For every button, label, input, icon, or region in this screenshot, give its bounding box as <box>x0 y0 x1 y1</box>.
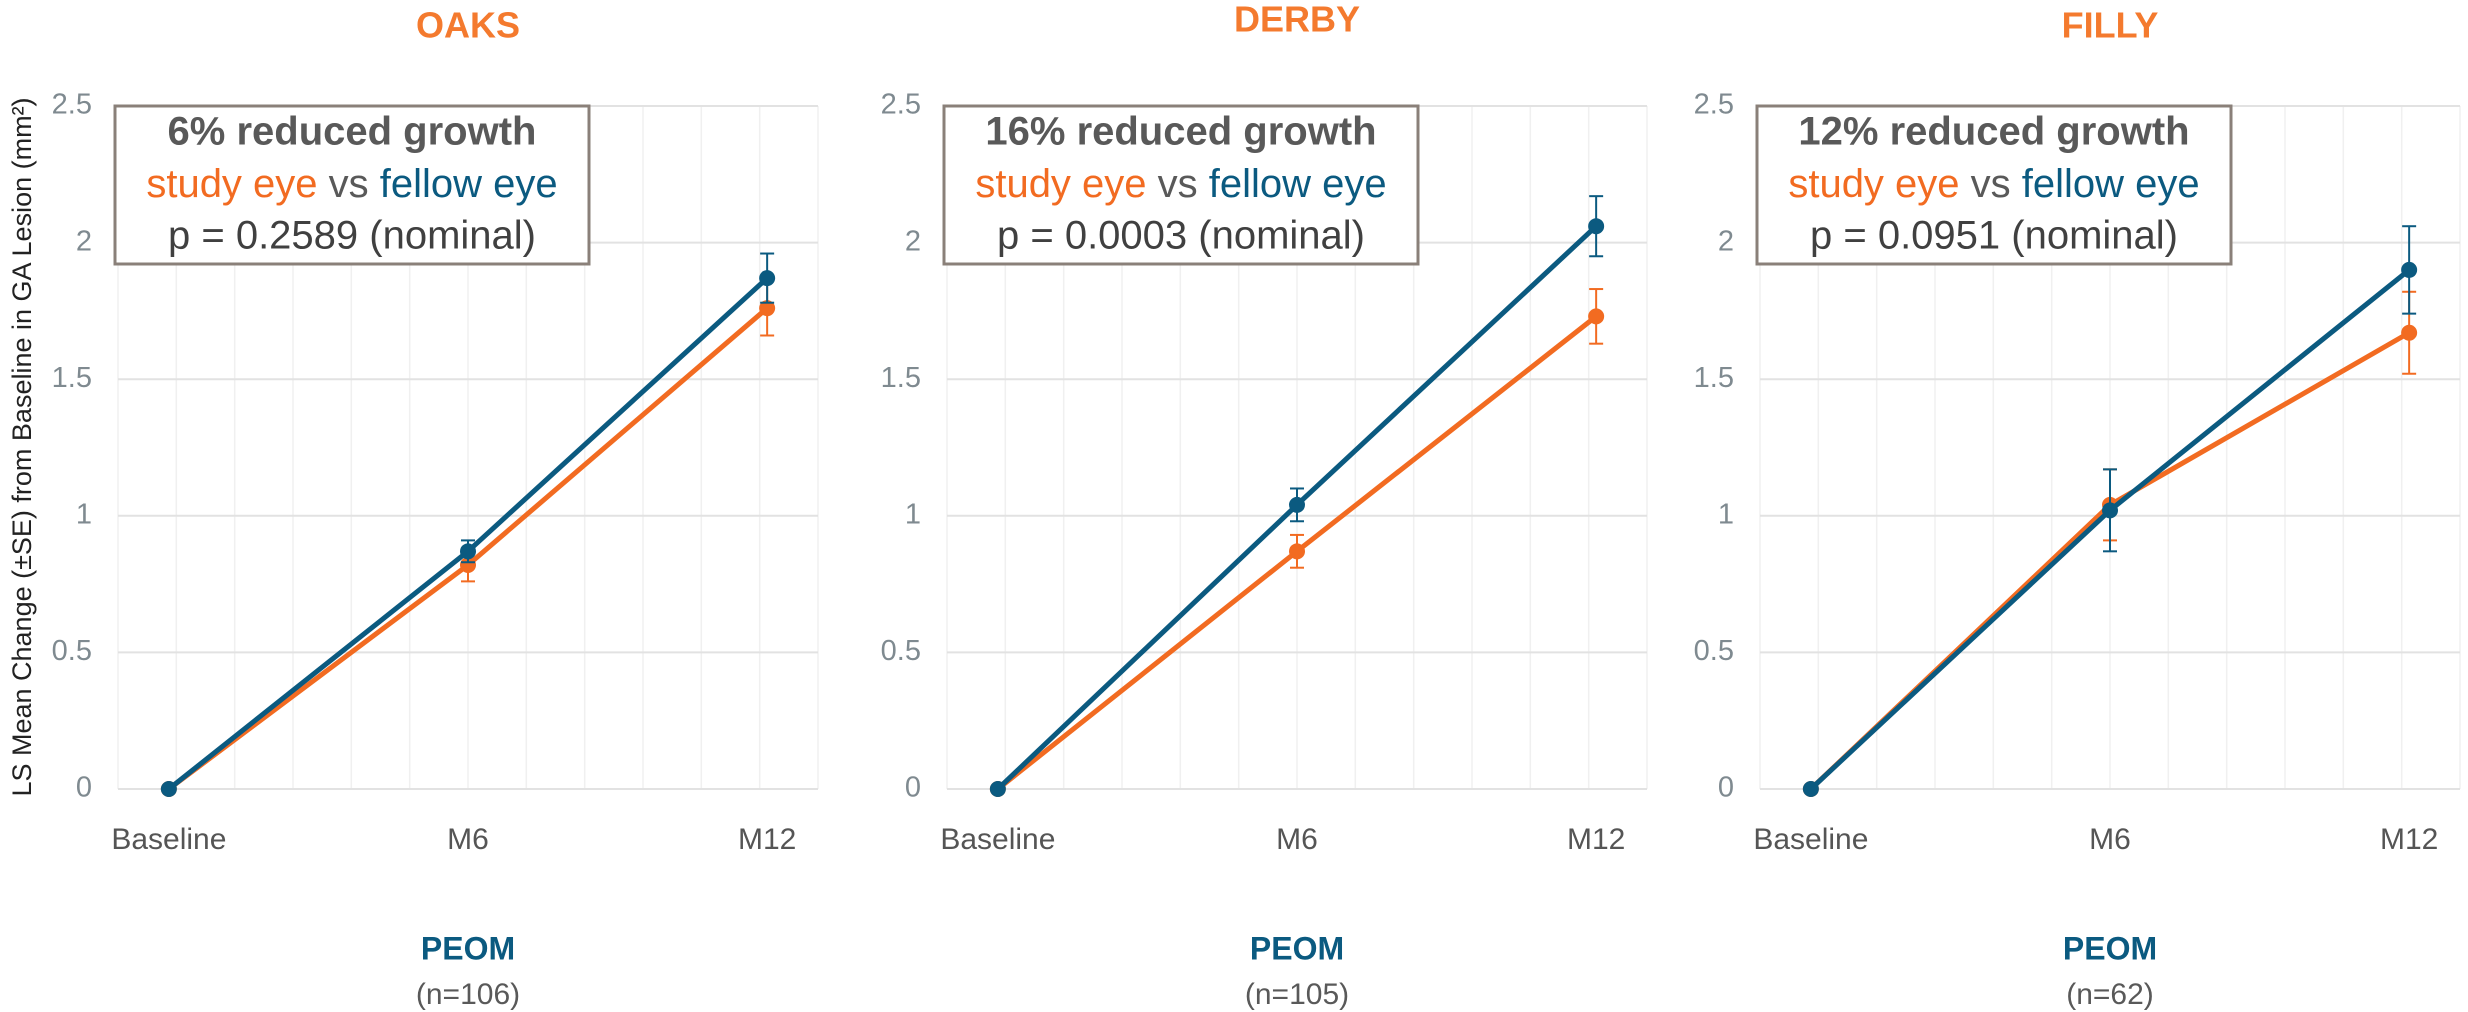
x-tick-label: M12 <box>2380 823 2438 856</box>
data-point <box>160 781 177 797</box>
data-point <box>2401 324 2418 341</box>
chart-title: FILLY <box>2062 5 2159 46</box>
annotation-pvalue: p = 0.2589 (nominal) <box>168 214 536 258</box>
annotation-term: fellow eye <box>380 162 558 206</box>
x-tick-label: M12 <box>1567 823 1625 856</box>
y-tick-label: 2 <box>76 225 92 257</box>
y-tick-label: 2 <box>1718 225 1734 257</box>
data-point <box>2401 261 2418 278</box>
annotation-comparison: study eye vs fellow eye <box>975 162 1386 206</box>
x-tick-label: M6 <box>2089 823 2131 856</box>
data-point <box>1802 781 1819 797</box>
data-point <box>2102 502 2118 519</box>
annotation-term: fellow eye <box>1209 162 1387 206</box>
annotation-box <box>1755 104 2233 266</box>
y-tick-label: 1.5 <box>52 362 92 394</box>
data-point <box>989 781 1006 797</box>
annotation-term: vs <box>1158 162 1198 206</box>
x-axis-label: PEOM <box>2063 930 2157 966</box>
data-point <box>460 556 476 573</box>
data-point <box>1588 218 1605 235</box>
x-tick-label: M6 <box>447 823 489 856</box>
y-tick-label: 0 <box>905 772 921 804</box>
x-tick-label: M6 <box>1276 823 1318 856</box>
data-point <box>1289 496 1305 513</box>
x-tick-label: Baseline <box>111 823 226 856</box>
annotation-term: vs <box>329 162 369 206</box>
y-tick-label: 0.5 <box>881 635 921 667</box>
annotation-pvalue: p = 0.0951 (nominal) <box>1810 214 2178 258</box>
annotation-term: study eye <box>975 162 1146 206</box>
annotation-box <box>942 104 1420 266</box>
x-axis-subtitle: (n=62) <box>2066 978 2154 1011</box>
y-tick-label: 2.5 <box>52 89 92 121</box>
data-point <box>460 543 476 560</box>
y-tick-label: 2.5 <box>881 89 921 121</box>
y-axis-label: LS Mean Change (±SE) from Baseline in GA… <box>7 97 37 796</box>
x-axis-label: PEOM <box>1250 930 1344 966</box>
annotation-headline: 6% reduced growth <box>168 110 537 154</box>
y-tick-label: 1.5 <box>881 362 921 394</box>
data-point <box>1588 308 1605 325</box>
y-tick-label: 2.5 <box>1694 89 1734 121</box>
data-point <box>759 300 776 317</box>
y-tick-label: 1.5 <box>1694 362 1734 394</box>
y-tick-label: 1 <box>76 498 92 530</box>
y-tick-label: 0.5 <box>52 635 92 667</box>
annotation-term: study eye <box>1788 162 1959 206</box>
annotation-headline: 16% reduced growth <box>985 110 1376 154</box>
annotation-comparison: study eye vs fellow eye <box>1788 162 2199 206</box>
x-tick-label: M12 <box>738 823 796 856</box>
chart-title: OAKS <box>416 5 520 46</box>
annotation-pvalue: p = 0.0003 (nominal) <box>997 214 1365 258</box>
y-tick-label: 0 <box>76 772 92 804</box>
data-point <box>1289 543 1305 560</box>
x-tick-label: Baseline <box>940 823 1055 856</box>
x-axis-label: PEOM <box>421 930 515 966</box>
chart-title: DERBY <box>1234 0 1360 40</box>
data-point <box>759 270 776 287</box>
y-tick-label: 2 <box>905 225 921 257</box>
annotation-term: vs <box>1971 162 2011 206</box>
annotation-headline: 12% reduced growth <box>1798 110 2189 154</box>
y-tick-label: 1 <box>1718 498 1734 530</box>
x-axis-subtitle: (n=105) <box>1245 978 1349 1011</box>
x-tick-label: Baseline <box>1753 823 1868 856</box>
annotation-term: study eye <box>146 162 317 206</box>
y-tick-label: 0.5 <box>1694 635 1734 667</box>
annotation-term: fellow eye <box>2022 162 2200 206</box>
y-tick-label: 0 <box>1718 772 1734 804</box>
annotation-comparison: study eye vs fellow eye <box>146 162 557 206</box>
y-tick-label: 1 <box>905 498 921 530</box>
x-axis-subtitle: (n=106) <box>416 978 520 1011</box>
annotation-box <box>113 104 591 266</box>
